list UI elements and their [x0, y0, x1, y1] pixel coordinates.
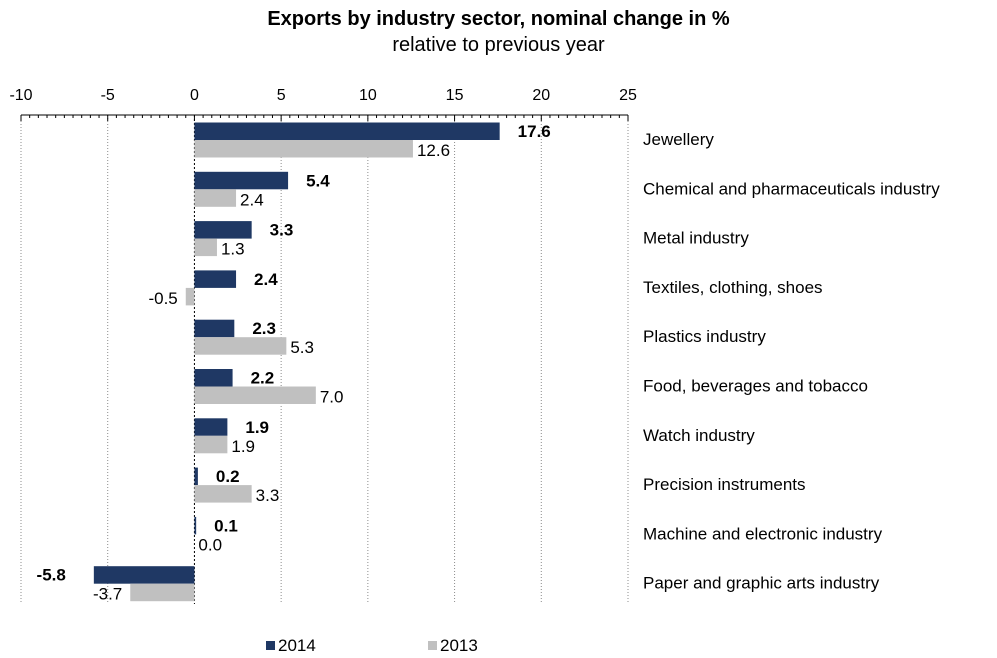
data-label-2014-8: 0.1: [214, 516, 238, 535]
x-tick-label-0: -10: [9, 87, 32, 104]
bar-2013-7: [194, 485, 252, 503]
data-label-2014-7: 0.2: [216, 467, 240, 486]
bar-2013-2: [194, 238, 217, 257]
data-label-2014-4: 2.3: [252, 319, 276, 338]
category-label-4: Plastics industry: [643, 327, 766, 346]
x-tick-label-3: 5: [277, 87, 286, 104]
x-tick-label-2: 0: [190, 87, 199, 104]
bar-2014-9: [93, 566, 195, 584]
category-label-9: Paper and graphic arts industry: [643, 574, 880, 593]
x-tick-label-7: 25: [619, 87, 637, 104]
data-label-2014-1: 5.4: [306, 171, 330, 190]
category-label-2: Metal industry: [643, 229, 749, 248]
category-label-3: Textiles, clothing, shoes: [643, 278, 823, 297]
data-label-2013-6: 1.9: [231, 437, 255, 456]
chart-subtitle: relative to previous year: [392, 34, 605, 56]
data-label-2013-0: 12.6: [417, 141, 450, 160]
category-label-0: Jewellery: [643, 130, 714, 149]
legend-label-2013: 2013: [440, 636, 478, 655]
bar-2014-1: [194, 171, 289, 190]
legend-swatch-2014: [266, 641, 275, 650]
chart-title: Exports by industry sector, nominal chan…: [267, 8, 730, 30]
data-label-2014-0: 17.6: [518, 122, 551, 141]
data-label-2013-7: 3.3: [256, 486, 280, 505]
data-label-2013-1: 2.4: [240, 190, 264, 209]
legend-item-2013: 2013: [428, 636, 478, 656]
x-tick-label-1: -5: [101, 87, 115, 104]
bar-2014-4: [194, 319, 235, 338]
data-label-2013-9: -3.7: [93, 585, 122, 604]
category-label-6: Watch industry: [643, 426, 755, 445]
category-label-5: Food, beverages and tobacco: [643, 377, 868, 396]
data-label-2013-2: 1.3: [221, 240, 245, 259]
data-label-2013-4: 5.3: [290, 338, 314, 357]
bar-2014-7: [194, 467, 198, 486]
category-label-8: Machine and electronic industry: [643, 524, 883, 543]
data-label-2014-9: -5.8: [37, 566, 66, 585]
data-label-2013-8: 0.0: [198, 535, 222, 554]
data-label-2013-5: 7.0: [320, 388, 344, 407]
bar-2013-3: [185, 287, 195, 306]
bar-2014-6: [194, 418, 228, 436]
bar-2013-6: [194, 435, 228, 454]
bar-2014-3: [194, 270, 237, 288]
bar-2013-1: [194, 189, 237, 207]
category-label-1: Chemical and pharmaceuticals industry: [643, 179, 940, 198]
data-label-2014-5: 2.2: [251, 369, 275, 388]
bar-2013-5: [194, 386, 316, 404]
bar-2014-0: [194, 122, 500, 140]
bar-2014-2: [194, 221, 252, 239]
data-label-2014-3: 2.4: [254, 270, 278, 289]
category-label-7: Precision instruments: [643, 475, 806, 494]
x-tick-label-4: 10: [359, 87, 377, 104]
x-tick-label-6: 20: [532, 87, 550, 104]
data-label-2013-3: -0.5: [148, 289, 177, 308]
data-label-2014-2: 3.3: [270, 221, 294, 240]
x-tick-label-5: 15: [446, 87, 464, 104]
bar-2013-4: [194, 337, 287, 355]
data-label-2014-6: 1.9: [245, 418, 269, 437]
bar-2014-8: [194, 516, 197, 535]
legend-label-2014: 2014: [278, 636, 316, 655]
bar-2014-5: [194, 369, 233, 387]
bar-2013-9: [130, 583, 195, 602]
bar-2013-0: [194, 140, 413, 158]
legend-item-2014: 2014: [266, 636, 316, 656]
legend-swatch-2013: [428, 641, 437, 650]
